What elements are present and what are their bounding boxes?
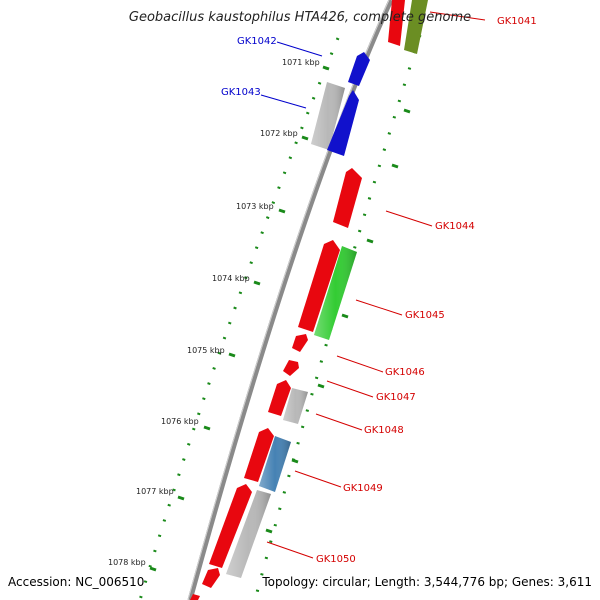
genome-backbone-highlight	[187, 0, 390, 600]
label-leaders	[260, 11, 486, 559]
gene-label-gk1043[interactable]: GK1043	[221, 87, 261, 98]
gene-label-gk1042[interactable]: GK1042	[237, 36, 277, 47]
gene-label-gk1048[interactable]: GK1048	[364, 425, 404, 436]
kbp-tick	[301, 135, 309, 141]
accession-text: Accession: NC_006510	[8, 575, 145, 589]
gene-arrow-gk1049-red[interactable]	[244, 428, 274, 482]
kbp-label: 1078 kbp	[108, 558, 146, 567]
outer-tick-track	[253, 34, 422, 600]
kbp-label: 1077 kbp	[136, 487, 174, 496]
gene-shading	[226, 82, 357, 578]
gene-label-gk1045[interactable]: GK1045	[405, 310, 445, 321]
kbp-label: 1075 kbp	[187, 346, 225, 355]
kbp-tick	[228, 352, 236, 358]
kbp-tick	[177, 495, 185, 501]
kbp-scale: 1071 kbp 1072 kbp 1073 kbp 1074 kbp 1075…	[108, 58, 330, 572]
gene-label-gk1044[interactable]: GK1044	[435, 221, 475, 232]
gene-arrow-gk1047[interactable]	[283, 360, 299, 376]
gene-arrow-gk1046[interactable]	[292, 334, 308, 352]
kbp-tick	[322, 65, 330, 71]
gene-label-gk1047[interactable]: GK1047	[376, 392, 416, 403]
kbp-label: 1071 kbp	[282, 58, 320, 67]
topology-text: Topology: circular; Length: 3,544,776 bp…	[262, 575, 592, 589]
kbp-tick	[278, 208, 286, 214]
gene-arrow-partial[interactable]	[202, 568, 220, 588]
kbp-label: 1073 kbp	[236, 202, 274, 211]
kbp-label: 1074 kbp	[212, 274, 250, 283]
gene-arrow-gk1045-red[interactable]	[298, 240, 340, 332]
outer-minor-ticks	[265, 108, 411, 534]
gene-arrow-gk1042[interactable]	[348, 52, 370, 86]
gene-label-gk1041[interactable]: GK1041	[497, 16, 537, 27]
gene-arrow-gk1041[interactable]	[388, 0, 405, 46]
kbp-label: 1072 kbp	[260, 129, 298, 138]
gene-arrow-partial-2[interactable]	[190, 594, 200, 600]
kbp-label: 1076 kbp	[161, 417, 199, 426]
gene-arrow-gk1044[interactable]	[333, 168, 362, 228]
gene-label-gk1046[interactable]: GK1046	[385, 367, 425, 378]
gene-label-gk1049[interactable]: GK1049	[343, 483, 383, 494]
gene-arrow-gk1041-b[interactable]	[404, 0, 428, 54]
gene-labels: GK1041 GK1042 GK1043 GK1044 GK1045 GK104…	[221, 16, 537, 565]
kbp-tick	[149, 566, 157, 572]
gene-arrow-gk1043[interactable]	[327, 90, 359, 156]
gene-label-gk1050[interactable]: GK1050	[316, 554, 356, 565]
gene-arrow-gk1050-red[interactable]	[209, 484, 252, 568]
gene-arrow-gk1048-red[interactable]	[268, 380, 291, 416]
genome-title: Geobacillus kaustophilus HTA426, complet…	[128, 10, 472, 25]
kbp-tick	[253, 280, 261, 286]
kbp-tick	[203, 425, 211, 431]
